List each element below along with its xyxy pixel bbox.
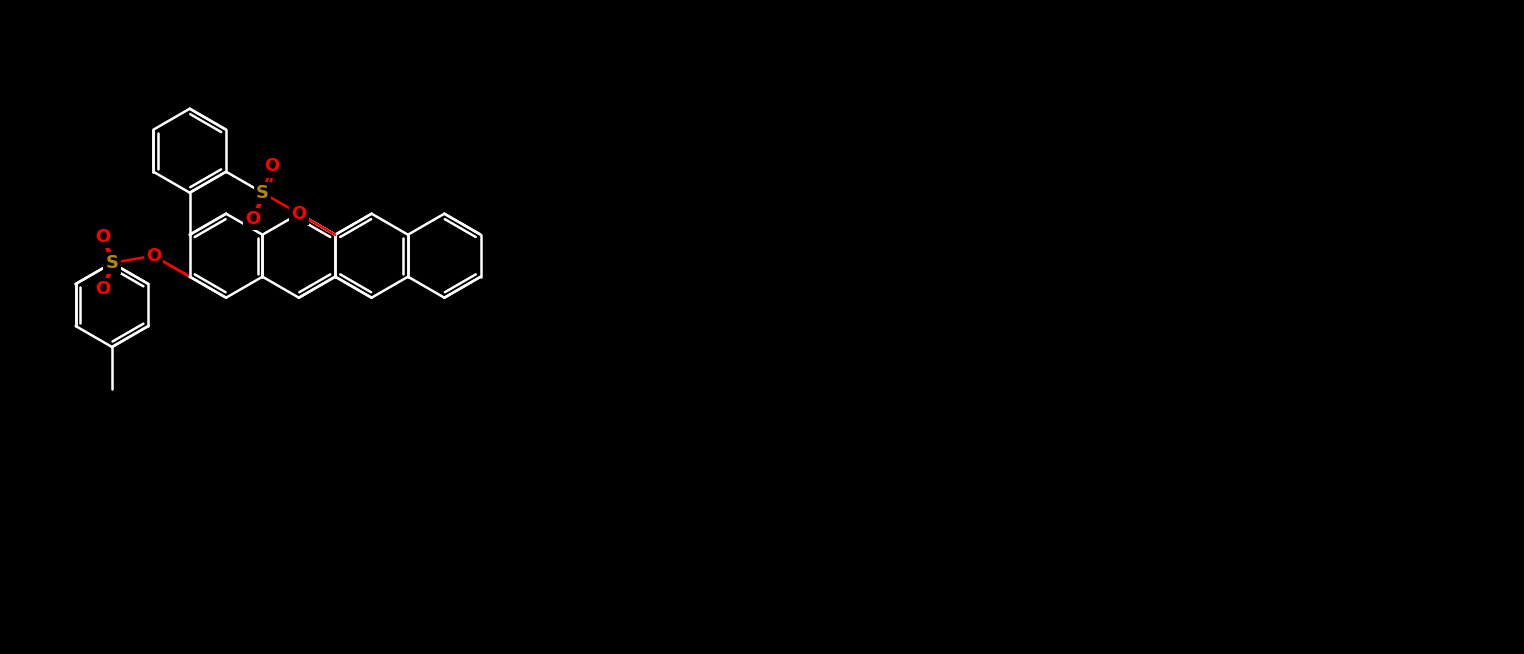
Text: O: O [245, 210, 261, 228]
Text: S: S [256, 184, 268, 201]
Text: S: S [105, 254, 119, 272]
Text: S: S [105, 254, 119, 272]
Text: O: O [291, 205, 306, 223]
Text: O: O [265, 158, 280, 175]
Text: O: O [94, 281, 110, 298]
Text: O: O [146, 247, 162, 265]
Text: O: O [94, 228, 110, 246]
